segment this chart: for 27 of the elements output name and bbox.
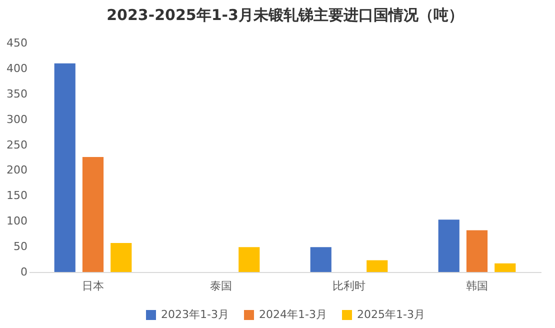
y-tick-label: 300 [6, 112, 28, 126]
bar [82, 156, 104, 272]
bar [310, 247, 332, 272]
bar [466, 230, 488, 272]
x-tick-label: 泰国 [210, 280, 232, 292]
y-tick-label: 250 [6, 138, 28, 152]
y-tick-label: 150 [6, 189, 28, 202]
y-tick-label: 450 [6, 36, 28, 50]
legend-label: 2023年1-3月 [161, 308, 229, 321]
legend-label: 2024年1-3月 [259, 308, 327, 321]
y-tick-label: 100 [6, 214, 28, 228]
legend-label: 2025年1-3月 [357, 308, 425, 321]
chart-title: 2023-2025年1-3月未锻轧锑主要进口国情况（吨） [106, 6, 464, 24]
bar [54, 63, 76, 272]
x-tick-label: 比利时 [332, 280, 366, 292]
x-tick-label: 韩国 [466, 280, 488, 292]
y-tick-label: 0 [20, 266, 28, 278]
bar [110, 242, 132, 272]
bar [438, 220, 460, 272]
bar [494, 263, 516, 272]
y-tick-label: 50 [14, 240, 28, 254]
bar [238, 247, 260, 272]
bar [366, 260, 388, 272]
x-tick-label: 日本 [82, 280, 104, 292]
y-tick-label: 350 [6, 87, 28, 100]
y-tick-label: 400 [6, 62, 28, 75]
y-tick-label: 200 [6, 164, 28, 177]
